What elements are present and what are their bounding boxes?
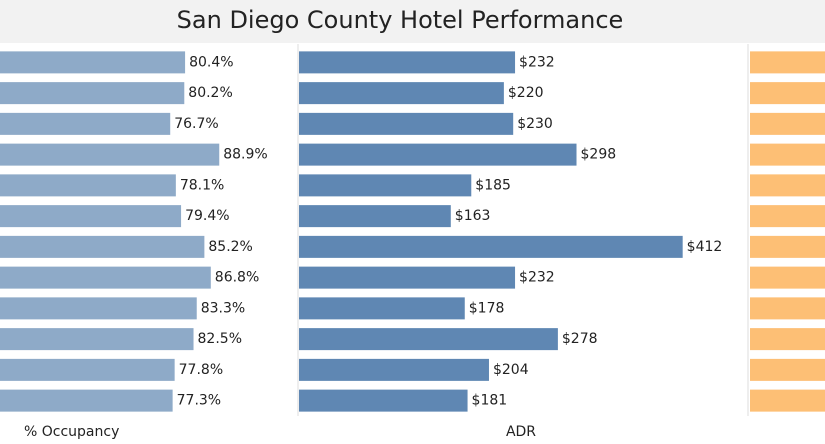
cropped-bar	[750, 358, 825, 381]
bar	[299, 174, 472, 197]
bar	[299, 51, 516, 74]
value-label: $230	[517, 116, 553, 132]
bar	[0, 82, 185, 105]
bar	[299, 328, 558, 351]
value-label: $185	[475, 177, 511, 193]
bar	[0, 235, 205, 258]
bar	[299, 82, 504, 105]
cropped-bar	[750, 143, 825, 166]
cropped-bar	[750, 51, 825, 74]
value-label: 82.5%	[198, 331, 242, 347]
bar	[0, 205, 182, 228]
bar	[0, 112, 171, 135]
cropped-bar	[750, 112, 825, 135]
value-label: 77.3%	[177, 393, 221, 409]
bar	[299, 358, 489, 381]
value-label: $278	[562, 331, 598, 347]
bar	[0, 389, 173, 412]
value-label: $298	[581, 147, 617, 163]
cropped-bar	[750, 297, 825, 320]
value-label: $163	[455, 208, 491, 224]
value-label: 86.8%	[215, 270, 259, 286]
value-label: 77.8%	[179, 362, 223, 378]
bar	[0, 328, 194, 351]
value-label: $232	[519, 270, 555, 286]
bar	[299, 389, 468, 412]
bar	[0, 266, 211, 289]
cropped-bar	[750, 205, 825, 228]
x-axis-label: % Occupancy	[24, 424, 119, 440]
bar	[0, 143, 220, 166]
cropped-bar	[750, 82, 825, 105]
bar	[299, 235, 683, 258]
value-label: $220	[508, 85, 544, 101]
chart-title: San Diego County Hotel Performance	[177, 6, 624, 34]
value-label: 88.9%	[223, 147, 267, 163]
value-label: $181	[472, 393, 508, 409]
bar	[0, 297, 197, 320]
cropped-panel	[750, 51, 825, 412]
x-axis-label: ADR	[506, 424, 536, 440]
cropped-bar	[750, 266, 825, 289]
value-label: $178	[469, 300, 505, 316]
bar	[299, 205, 451, 228]
cropped-bar	[750, 389, 825, 412]
value-label: 80.4%	[189, 54, 233, 70]
value-label: $204	[493, 362, 529, 378]
bar	[299, 266, 516, 289]
cropped-bar	[750, 235, 825, 258]
bar	[0, 358, 175, 381]
value-label: $412	[687, 239, 723, 255]
value-label: 80.2%	[188, 85, 232, 101]
bar	[299, 297, 465, 320]
value-label: 76.7%	[174, 116, 218, 132]
value-label: $232	[519, 54, 555, 70]
value-label: 78.1%	[180, 177, 224, 193]
bar	[299, 143, 577, 166]
value-label: 85.2%	[208, 239, 252, 255]
bar	[299, 112, 514, 135]
value-label: 79.4%	[185, 208, 229, 224]
value-label: 83.3%	[201, 300, 245, 316]
title-band	[0, 0, 825, 43]
bar	[0, 174, 176, 197]
bar	[0, 51, 186, 74]
cropped-bar	[750, 328, 825, 351]
cropped-bar	[750, 174, 825, 197]
